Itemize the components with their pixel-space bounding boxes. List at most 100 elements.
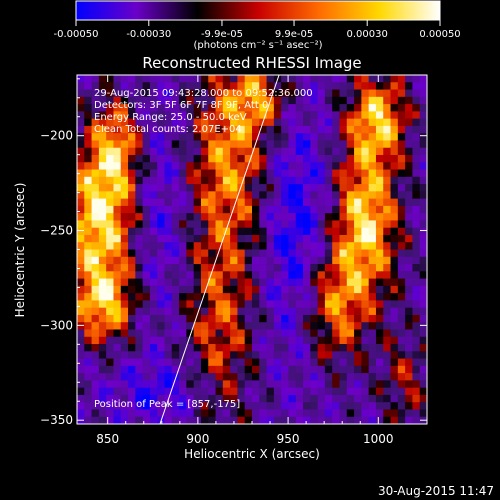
heatmap-cell: [113, 104, 122, 112]
heatmap-cell: [230, 271, 239, 280]
heatmap-cell: [281, 278, 290, 287]
heatmap-cell: [397, 169, 406, 178]
heatmap-cell: [193, 191, 202, 200]
heatmap-cell: [186, 234, 195, 243]
heatmap-cell: [303, 373, 311, 381]
heatmap-cell: [317, 205, 326, 214]
heatmap-cell: [222, 82, 231, 91]
heatmap-cell: [375, 205, 384, 214]
heatmap-cell: [281, 75, 290, 83]
heatmap-cell: [259, 416, 268, 424]
heatmap-cell: [171, 416, 180, 424]
heatmap-cell: [405, 176, 414, 185]
heatmap-cell: [244, 394, 253, 403]
heatmap-cell: [171, 198, 180, 207]
heatmap-cell: [252, 358, 260, 367]
heatmap-cell: [84, 314, 93, 323]
heatmap-cell: [375, 198, 384, 207]
heatmap-cell: [164, 125, 173, 134]
heatmap-cell: [186, 322, 195, 331]
heatmap-cell: [157, 394, 166, 403]
heatmap-cell: [383, 118, 392, 127]
heatmap-cell: [200, 329, 209, 338]
heatmap-cell: [193, 387, 202, 396]
heatmap-cell: [200, 111, 209, 120]
heatmap-cell: [186, 191, 195, 200]
heatmap-cell: [120, 111, 129, 120]
heatmap-cell: [252, 118, 260, 127]
heatmap-cell: [412, 205, 421, 214]
heatmap-cell: [375, 373, 384, 381]
heatmap-cell: [288, 176, 297, 185]
heatmap-cell: [383, 387, 392, 396]
heatmap-cell: [113, 373, 122, 381]
heatmap-cell: [397, 198, 406, 207]
heatmap-cell: [273, 300, 282, 309]
heatmap-cell: [354, 198, 362, 207]
heatmap-cell: [361, 409, 370, 418]
heatmap-cell: [222, 162, 231, 171]
heatmap-cell: [149, 380, 158, 389]
heatmap-cell: [419, 394, 427, 403]
heatmap-cell: [215, 75, 224, 83]
heatmap-cell: [120, 351, 129, 360]
heatmap-cell: [317, 162, 326, 171]
heatmap-cell: [193, 205, 202, 214]
colorbar-ticks: -0.00050 -0.00030 -9.9e-05 9.9e-05 0.00030 0.…: [54, 20, 461, 40]
heatmap-cell: [222, 358, 231, 367]
heatmap-cell: [303, 242, 311, 251]
heatmap-cell: [208, 264, 217, 272]
heatmap-cell: [317, 75, 326, 83]
heatmap-cell: [266, 394, 275, 403]
heatmap-cell: [375, 394, 384, 403]
heatmap-cell: [179, 104, 187, 112]
heatmap-cell: [303, 256, 311, 265]
heatmap-cell: [120, 191, 129, 200]
heatmap-cell: [186, 416, 195, 424]
heatmap-cell: [106, 351, 115, 360]
heatmap-cell: [383, 242, 392, 251]
heatmap-cell: [266, 314, 275, 323]
heatmap-cell: [200, 249, 209, 258]
heatmap-cell: [273, 394, 282, 403]
heatmap-cell: [113, 169, 122, 178]
heatmap-cell: [266, 89, 275, 98]
heatmap-cell: [361, 154, 370, 163]
heatmap-cell: [288, 336, 297, 345]
heatmap-cell: [142, 154, 151, 163]
heatmap-cell: [354, 402, 362, 411]
heatmap-cell: [222, 402, 231, 411]
heatmap-cell: [135, 227, 144, 236]
heatmap-cell: [419, 220, 427, 229]
heatmap-cell: [244, 111, 253, 120]
heatmap-cell: [252, 365, 260, 374]
heatmap-cell: [222, 118, 231, 127]
heatmap-cell: [375, 358, 384, 367]
heatmap-cell: [332, 96, 341, 105]
heatmap-cell: [186, 365, 195, 374]
heatmap-cell: [288, 227, 297, 236]
heatmap-cell: [324, 125, 333, 134]
heatmap-cell: [113, 213, 122, 222]
heatmap-cell: [361, 278, 370, 287]
heatmap-cell: [106, 125, 115, 134]
heatmap-cell: [120, 380, 129, 389]
heatmap-cell: [91, 256, 100, 265]
heatmap-cell: [120, 154, 129, 163]
heatmap-cell: [295, 416, 304, 424]
heatmap-cell: [405, 394, 414, 403]
heatmap-cell: [412, 213, 421, 222]
heatmap-cell: [303, 307, 311, 316]
heatmap-cell: [149, 336, 158, 345]
heatmap-cell: [368, 344, 377, 352]
heatmap-cell: [361, 344, 370, 352]
heatmap-cell: [193, 184, 202, 192]
heatmap-cell: [317, 264, 326, 272]
heatmap-cell: [142, 271, 151, 280]
heatmap-cell: [375, 125, 384, 134]
heatmap-cell: [91, 169, 100, 178]
heatmap-cell: [222, 147, 231, 156]
heatmap-cell: [200, 227, 209, 236]
heatmap-cell: [120, 125, 129, 134]
heatmap-cell: [200, 198, 209, 207]
